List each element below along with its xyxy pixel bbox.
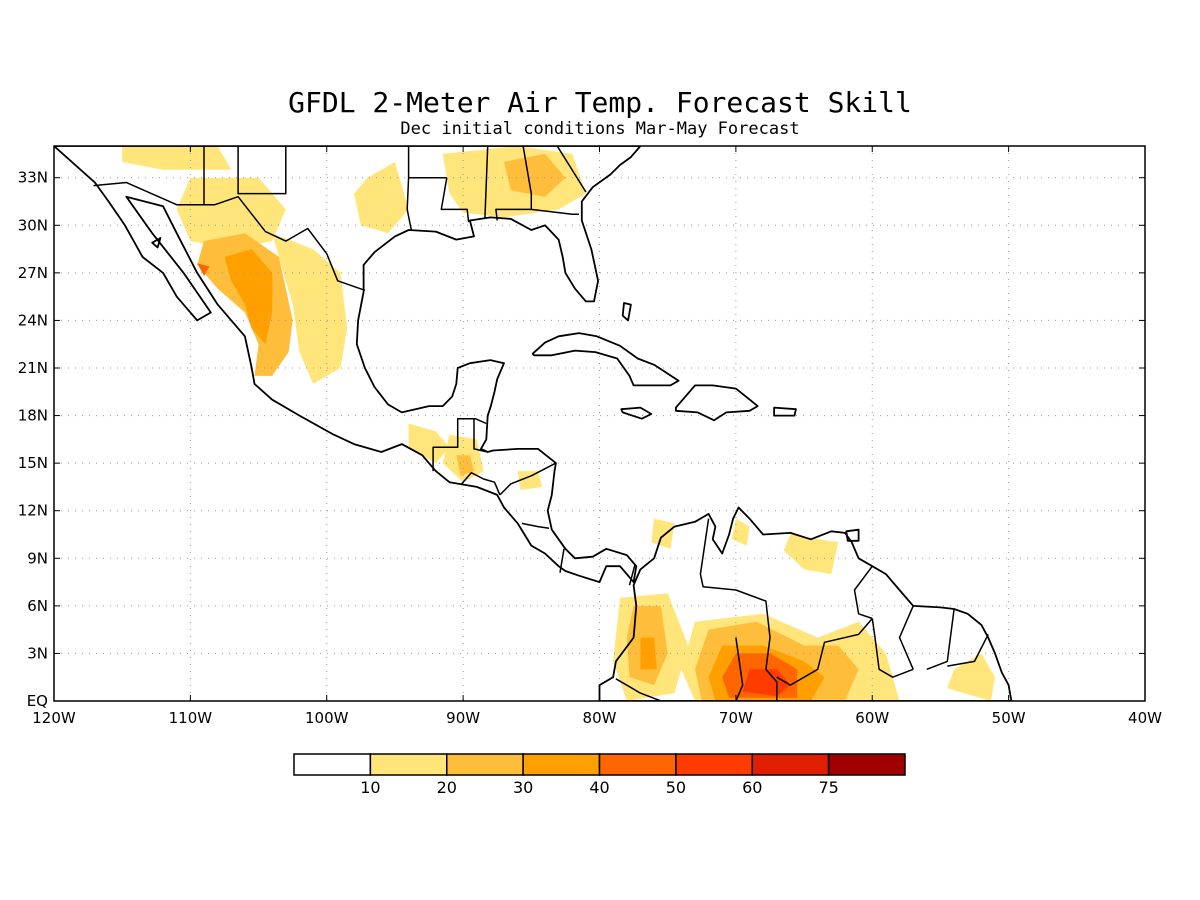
border-costa-rica-panama xyxy=(559,548,565,573)
lon-tick-label: 60W xyxy=(855,709,889,727)
colorbar-label: 75 xyxy=(818,778,838,797)
border-us-mexico xyxy=(93,181,366,292)
skill-region-25 xyxy=(947,653,995,701)
border-colombia-brazil xyxy=(735,637,744,701)
lon-tick-label: 100W xyxy=(305,709,349,727)
colorbar-swatch-4 xyxy=(522,753,601,776)
longitude-ticks: 120W 110W 100W 90W 80W 70W 60W 50W 40W xyxy=(32,146,1162,727)
skill-shading xyxy=(122,146,995,701)
coastline-north-america-mainland xyxy=(54,146,642,583)
lon-tick-label: 120W xyxy=(32,709,76,727)
coastline-hispaniola xyxy=(675,384,759,422)
border-venezuela-guyana xyxy=(853,565,873,620)
lat-tick-label: 6N xyxy=(27,597,48,615)
skill-region-5 xyxy=(272,233,348,384)
coastline-andros xyxy=(621,302,632,322)
lat-tick-label: 27N xyxy=(18,264,48,282)
lon-tick-label: 110W xyxy=(169,709,213,727)
border-nicaragua-costa-rica xyxy=(521,522,550,529)
lat-tick-label: 24N xyxy=(18,311,48,329)
lon-tick-label: 40W xyxy=(1128,709,1162,727)
border-texas-west xyxy=(237,146,287,195)
colorbar-swatch-5 xyxy=(598,753,677,776)
border-venezuela-brazil xyxy=(776,618,873,686)
skill-region-22 xyxy=(651,518,675,549)
coastline-cuba xyxy=(531,332,680,387)
colorbar-label: 60 xyxy=(742,778,762,797)
border-colombia-venezuela xyxy=(699,518,778,701)
skill-region-13 xyxy=(517,471,543,491)
coastlines xyxy=(54,146,1013,701)
colorbar-label: 30 xyxy=(513,778,533,797)
colorbar-label: 20 xyxy=(437,778,457,797)
lat-tick-label: 15N xyxy=(18,454,48,472)
border-ga-fl xyxy=(531,208,579,215)
skill-region-21 xyxy=(742,669,791,697)
border-fguiana-brazil xyxy=(947,634,989,667)
skill-region-10 xyxy=(408,423,450,464)
coastline-south-america xyxy=(598,506,1013,701)
border-texas-louisiana xyxy=(406,146,413,231)
lon-tick-label: 90W xyxy=(446,709,480,727)
colorbar-swatch-3 xyxy=(446,753,524,776)
border-guatemala-salvador-honduras xyxy=(461,471,501,496)
border-colombia-ecuador xyxy=(615,678,662,701)
grid-lines xyxy=(54,146,1145,701)
political-borders xyxy=(93,146,989,701)
colorbar-swatch-6 xyxy=(675,753,753,776)
coastline-jamaica xyxy=(620,406,653,420)
border-guyana-brazil xyxy=(871,618,914,678)
colorbar-label: 40 xyxy=(589,778,609,797)
border-ga-sc xyxy=(556,146,587,193)
skill-region-12 xyxy=(456,455,474,476)
border-honduras-nicaragua xyxy=(499,462,557,496)
colorbar-swatch-7 xyxy=(751,753,830,776)
colorbar-swatch-2 xyxy=(369,753,448,776)
border-suriname-fguiana xyxy=(926,608,955,670)
coastline-baja-tip-island xyxy=(151,237,162,249)
latitude-ticks: EQ 3N 6N 9N 12N 15N 18N 21N 24N 27N 30N 33N xyxy=(18,169,1145,710)
colorbar-swatch-1 xyxy=(293,753,372,776)
skill-region-16 xyxy=(640,637,657,670)
lon-tick-label: 70W xyxy=(719,709,753,727)
skill-region-23 xyxy=(731,518,750,546)
lat-tick-label: 3N xyxy=(27,644,48,662)
skill-region-6 xyxy=(354,161,409,234)
lat-tick-label: EQ xyxy=(27,692,48,710)
lat-tick-label: 21N xyxy=(18,359,48,377)
coastline-puerto-rico xyxy=(773,406,797,417)
lat-tick-label: 30N xyxy=(18,216,48,234)
lat-tick-label: 18N xyxy=(18,407,48,425)
colorbar-label: 50 xyxy=(666,778,686,797)
lat-tick-label: 9N xyxy=(27,549,48,567)
border-mississippi-river xyxy=(440,177,470,223)
colorbar: 10 20 30 40 50 60 75 xyxy=(293,753,906,797)
colorbar-swatch-8 xyxy=(827,753,906,776)
lon-tick-label: 80W xyxy=(583,709,617,727)
skill-region-9 xyxy=(122,146,232,170)
border-mexico-guatemala xyxy=(432,417,487,472)
border-guyana-suriname xyxy=(898,605,914,670)
colorbar-label: 10 xyxy=(360,778,380,797)
skill-region-4 xyxy=(197,263,210,276)
border-guatemala-east xyxy=(473,418,488,453)
chart-subtitle: Dec initial conditions Mar-May Forecast xyxy=(400,119,800,139)
lat-tick-label: 12N xyxy=(18,502,48,520)
lon-tick-label: 50W xyxy=(992,709,1026,727)
border-ms-al xyxy=(484,146,489,219)
lat-tick-label: 33N xyxy=(18,169,48,187)
skill-region-24 xyxy=(783,534,839,575)
coastline-trinidad xyxy=(845,528,860,542)
border-panama-colombia xyxy=(628,564,636,586)
skill-region-8 xyxy=(504,153,566,197)
chart-title: GFDL 2-Meter Air Temp. Forecast Skill xyxy=(288,86,912,119)
